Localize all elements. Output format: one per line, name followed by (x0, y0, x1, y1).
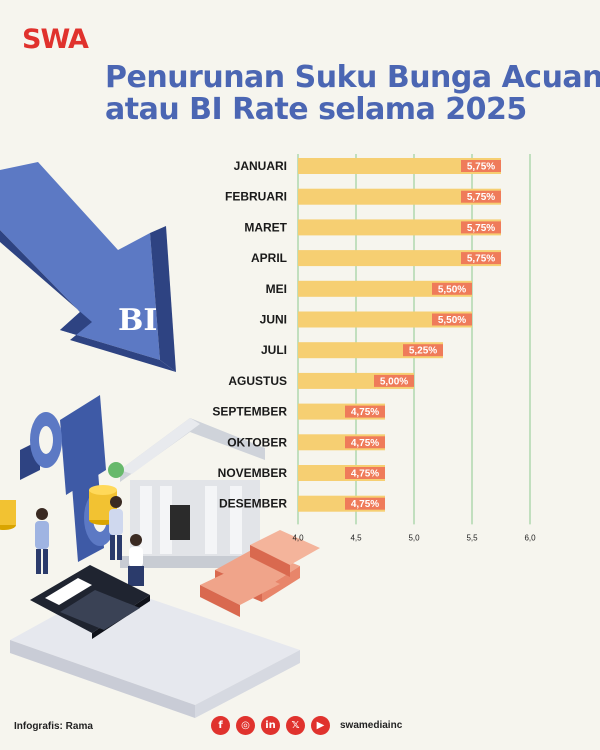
category-label: DESEMBER (219, 497, 287, 511)
social-links: f ◎ in 𝕏 ▶ swamediainc (211, 716, 402, 735)
bar (298, 250, 501, 267)
data-label: 5,75% (467, 254, 495, 265)
bar (298, 188, 501, 205)
instagram-icon[interactable]: ◎ (236, 716, 255, 735)
x-tick-label: 5,0 (408, 533, 420, 542)
x-tick-label: 6,0 (524, 533, 536, 542)
person-figure (128, 534, 144, 586)
data-label-bg (432, 313, 472, 326)
x-icon[interactable]: 𝕏 (286, 716, 305, 735)
coin-stack-icon (0, 485, 117, 530)
title-line-1: Penurunan Suku Bunga Acuan (105, 60, 600, 95)
data-label-bg (345, 467, 385, 479)
bar-chart: 5,75% 5,75% 5,75% 5,75% 5,50% 5,50% 5,25% 5,00%… (212, 154, 536, 542)
data-label: 5,75% (467, 223, 495, 234)
data-label-bg (432, 282, 472, 295)
category-label: JULI (261, 343, 287, 357)
check-badge-icon (108, 462, 124, 478)
x-tick-label: 4,5 (350, 533, 362, 542)
data-label: 5,50% (438, 284, 466, 295)
chart-gridlines (297, 154, 531, 525)
bar (298, 311, 472, 328)
illustration: BI (0, 162, 320, 718)
data-label: 5,00% (380, 376, 408, 387)
data-label: 5,50% (438, 315, 466, 326)
swa-logo: SWA (22, 24, 89, 55)
category-label: MARET (244, 220, 287, 234)
category-label: APRIL (251, 251, 287, 265)
data-label-bg (374, 374, 414, 387)
category-label: SEPTEMBER (212, 405, 287, 419)
data-label-bg (461, 160, 501, 172)
x-tick-label: 4,0 (292, 533, 304, 542)
data-label-bg (345, 497, 385, 510)
category-label: AGUSTUS (228, 374, 287, 388)
data-label: 4,75% (351, 469, 379, 480)
page-title: Penurunan Suku Bunga Acuan atau BI Rate … (105, 60, 600, 127)
credit-text: Infografis: Rama (14, 721, 93, 732)
category-label: OKTOBER (227, 435, 287, 449)
youtube-icon[interactable]: ▶ (311, 716, 330, 735)
percent-icon (20, 395, 116, 562)
chart-x-tick-labels: 4,0 4,5 5,0 5,5 6,0 (292, 533, 536, 542)
x-tick-label: 5,5 (466, 533, 478, 542)
data-label: 4,75% (351, 499, 379, 510)
down-arrow-icon (0, 162, 176, 372)
data-label-bg (461, 252, 501, 265)
category-label: MEI (266, 282, 287, 296)
data-label: 5,25% (409, 346, 437, 357)
social-handle[interactable]: swamediainc (340, 720, 403, 731)
bar (298, 280, 472, 297)
money-stack-icon (200, 530, 320, 617)
bi-emblem: BI (118, 303, 157, 338)
category-label: JUNI (260, 313, 287, 327)
bar (298, 158, 501, 174)
facebook-icon[interactable]: f (211, 716, 230, 735)
data-label: 4,75% (351, 407, 379, 418)
category-label: NOVEMBER (218, 466, 288, 480)
data-label-bg (461, 221, 501, 234)
linkedin-icon[interactable]: in (261, 716, 280, 735)
bank-building-icon (120, 418, 270, 568)
data-label-bg (345, 405, 385, 418)
chart-category-labels: JANUARI FEBRUARI MARET APRIL MEI JUNI JULI AGUS… (212, 159, 287, 511)
chart-bars: 5,75% 5,75% 5,75% 5,75% 5,50% 5,50% 5,25% 5,00%… (298, 158, 501, 512)
data-label-bg (403, 344, 443, 357)
category-label: FEBRUARI (225, 190, 287, 204)
data-label-bg (345, 436, 385, 449)
person-figure (35, 508, 49, 574)
title-line-2: atau BI Rate selama 2025 (105, 92, 527, 127)
data-label: 5,75% (467, 192, 495, 203)
data-label-bg (461, 190, 501, 203)
data-label: 4,75% (351, 438, 379, 449)
category-label: JANUARI (234, 159, 287, 173)
person-figure (109, 496, 123, 560)
data-label: 5,75% (467, 162, 495, 173)
bar (298, 219, 501, 236)
calculator-icon (10, 565, 300, 718)
